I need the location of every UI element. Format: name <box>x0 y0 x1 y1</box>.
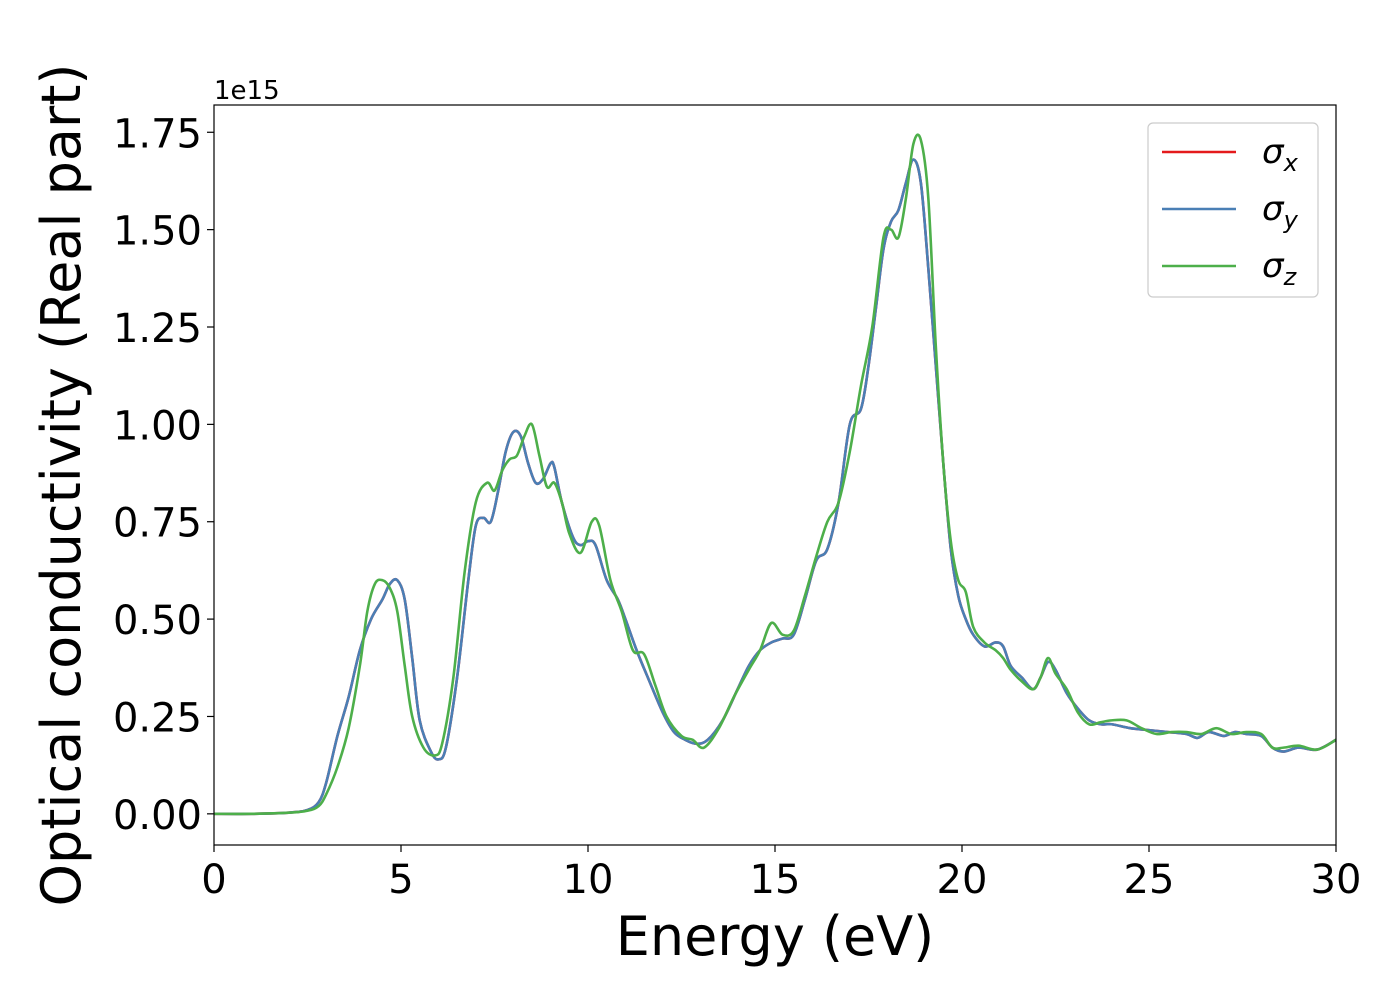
series-line-y <box>214 158 1336 816</box>
x-tick-label: 0 <box>201 857 226 903</box>
legend-label-x: σx <box>1262 132 1299 177</box>
y-offset-label: 1e15 <box>214 76 280 106</box>
axes: 0 5 10 15 20 25 30 0.00 0.25 0.50 0.75 1.00 1.25 1.50… <box>113 104 1362 903</box>
x-tick-label: 5 <box>388 857 413 903</box>
x-axis-label: Energy (eV) <box>616 905 935 968</box>
y-axis-label: Optical conductivity (Real part) <box>30 64 93 907</box>
y-tick-label: 0.75 <box>113 501 202 547</box>
plot-area <box>214 133 1336 816</box>
y-tick-label: 1.00 <box>113 403 202 449</box>
legend: σx σy σz <box>1147 122 1319 298</box>
x-tick-label: 15 <box>750 857 801 903</box>
series-line-z <box>214 133 1336 816</box>
x-tick-label: 25 <box>1124 857 1175 903</box>
legend-label-y: σy <box>1262 189 1299 234</box>
y-tick-label: 1.50 <box>113 209 202 255</box>
x-tick-label: 10 <box>563 857 614 903</box>
y-tick-label: 0.50 <box>113 598 202 644</box>
y-tick-label: 0.25 <box>113 695 202 741</box>
y-tick-label: 0.00 <box>113 793 202 839</box>
x-tick-label: 20 <box>937 857 988 903</box>
x-tick-label: 30 <box>1311 857 1362 903</box>
y-tick-label: 1.75 <box>113 111 202 157</box>
y-tick-label: 1.25 <box>113 306 202 352</box>
legend-label-z: σz <box>1262 246 1298 291</box>
